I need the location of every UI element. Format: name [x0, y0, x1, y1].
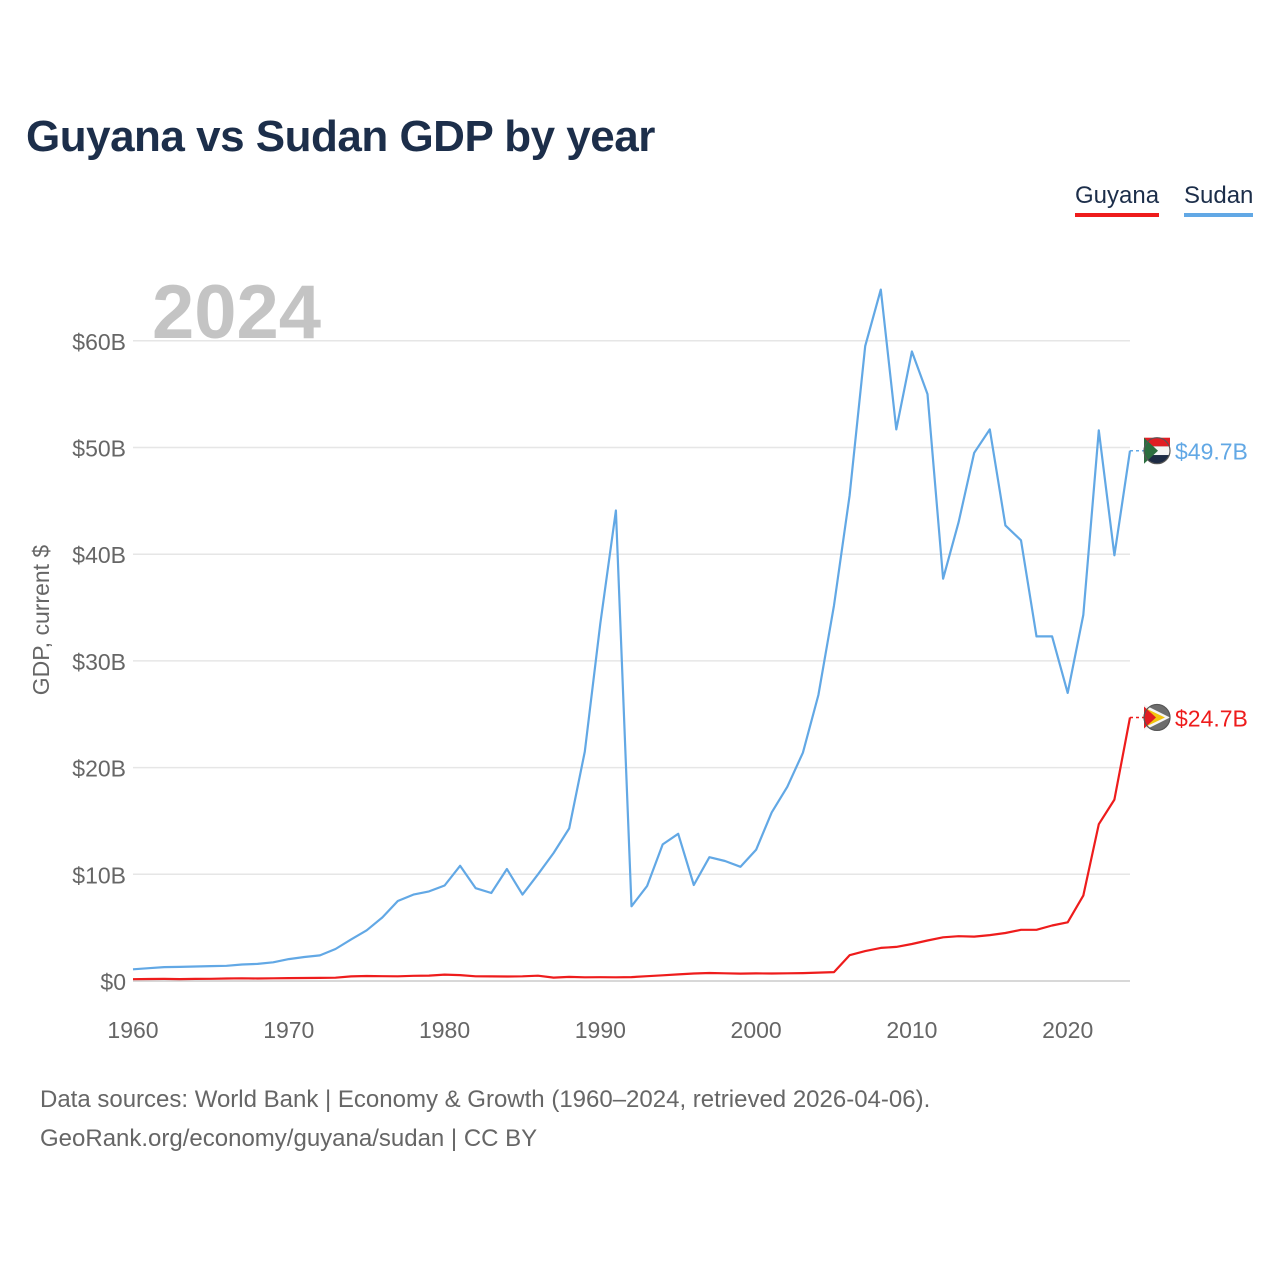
- x-tick-label: 1980: [419, 1017, 470, 1043]
- guyana-flag-icon: [1143, 703, 1171, 732]
- y-tick-label: $50B: [72, 436, 126, 462]
- x-tick-label: 1990: [575, 1017, 626, 1043]
- year-watermark: 2024: [152, 270, 321, 355]
- flag-stripe-red: [1144, 437, 1170, 447]
- end-value-label-guyana: $24.7B: [1175, 705, 1248, 731]
- y-tick-label: $10B: [72, 862, 126, 888]
- end-value-label-sudan: $49.7B: [1175, 439, 1248, 465]
- x-tick-label: 1970: [263, 1017, 314, 1043]
- series-end-markers: $49.7B $24.7B: [1130, 437, 1248, 732]
- flag-triangle-red: [1144, 706, 1156, 729]
- grid-lines: [133, 340, 1130, 982]
- y-axis-ticks: $0 $10B $20B $30B $40B $50B $60B: [72, 329, 126, 995]
- y-tick-label: $30B: [72, 649, 126, 675]
- y-tick-label: $0: [100, 969, 126, 995]
- series-line-guyana: [132, 717, 1132, 981]
- y-tick-label: $40B: [72, 542, 126, 568]
- flag-outline: [1143, 703, 1171, 732]
- y-axis-label: GDP, current $: [28, 545, 54, 696]
- source-link[interactable]: GeoRank.org/economy/guyana/sudan | CC BY: [40, 1125, 538, 1152]
- y-tick-label: $20B: [72, 756, 126, 782]
- flag-outline: [1143, 437, 1171, 465]
- flag-triangle: [1144, 437, 1158, 464]
- series-line-sudan: [132, 288, 1132, 971]
- data-source-note: Data sources: World Bank | Economy & Gro…: [40, 1086, 931, 1113]
- x-axis-ticks: 1960 1970 1980 1990 2000 2010 2020: [107, 1017, 1093, 1043]
- x-tick-label: 2010: [886, 1017, 937, 1043]
- legend-item-guyana[interactable]: Guyana: [1075, 182, 1160, 217]
- series-lines: [132, 288, 1132, 981]
- y-tick-label: $60B: [72, 329, 126, 355]
- legend-item-sudan[interactable]: Sudan: [1184, 182, 1254, 217]
- x-tick-label: 1960: [107, 1017, 158, 1043]
- x-tick-label: 2000: [731, 1017, 782, 1043]
- x-tick-label: 2020: [1042, 1017, 1093, 1043]
- chart-title: Guyana vs Sudan GDP by year: [26, 112, 655, 161]
- sudan-flag-icon: [1143, 437, 1171, 465]
